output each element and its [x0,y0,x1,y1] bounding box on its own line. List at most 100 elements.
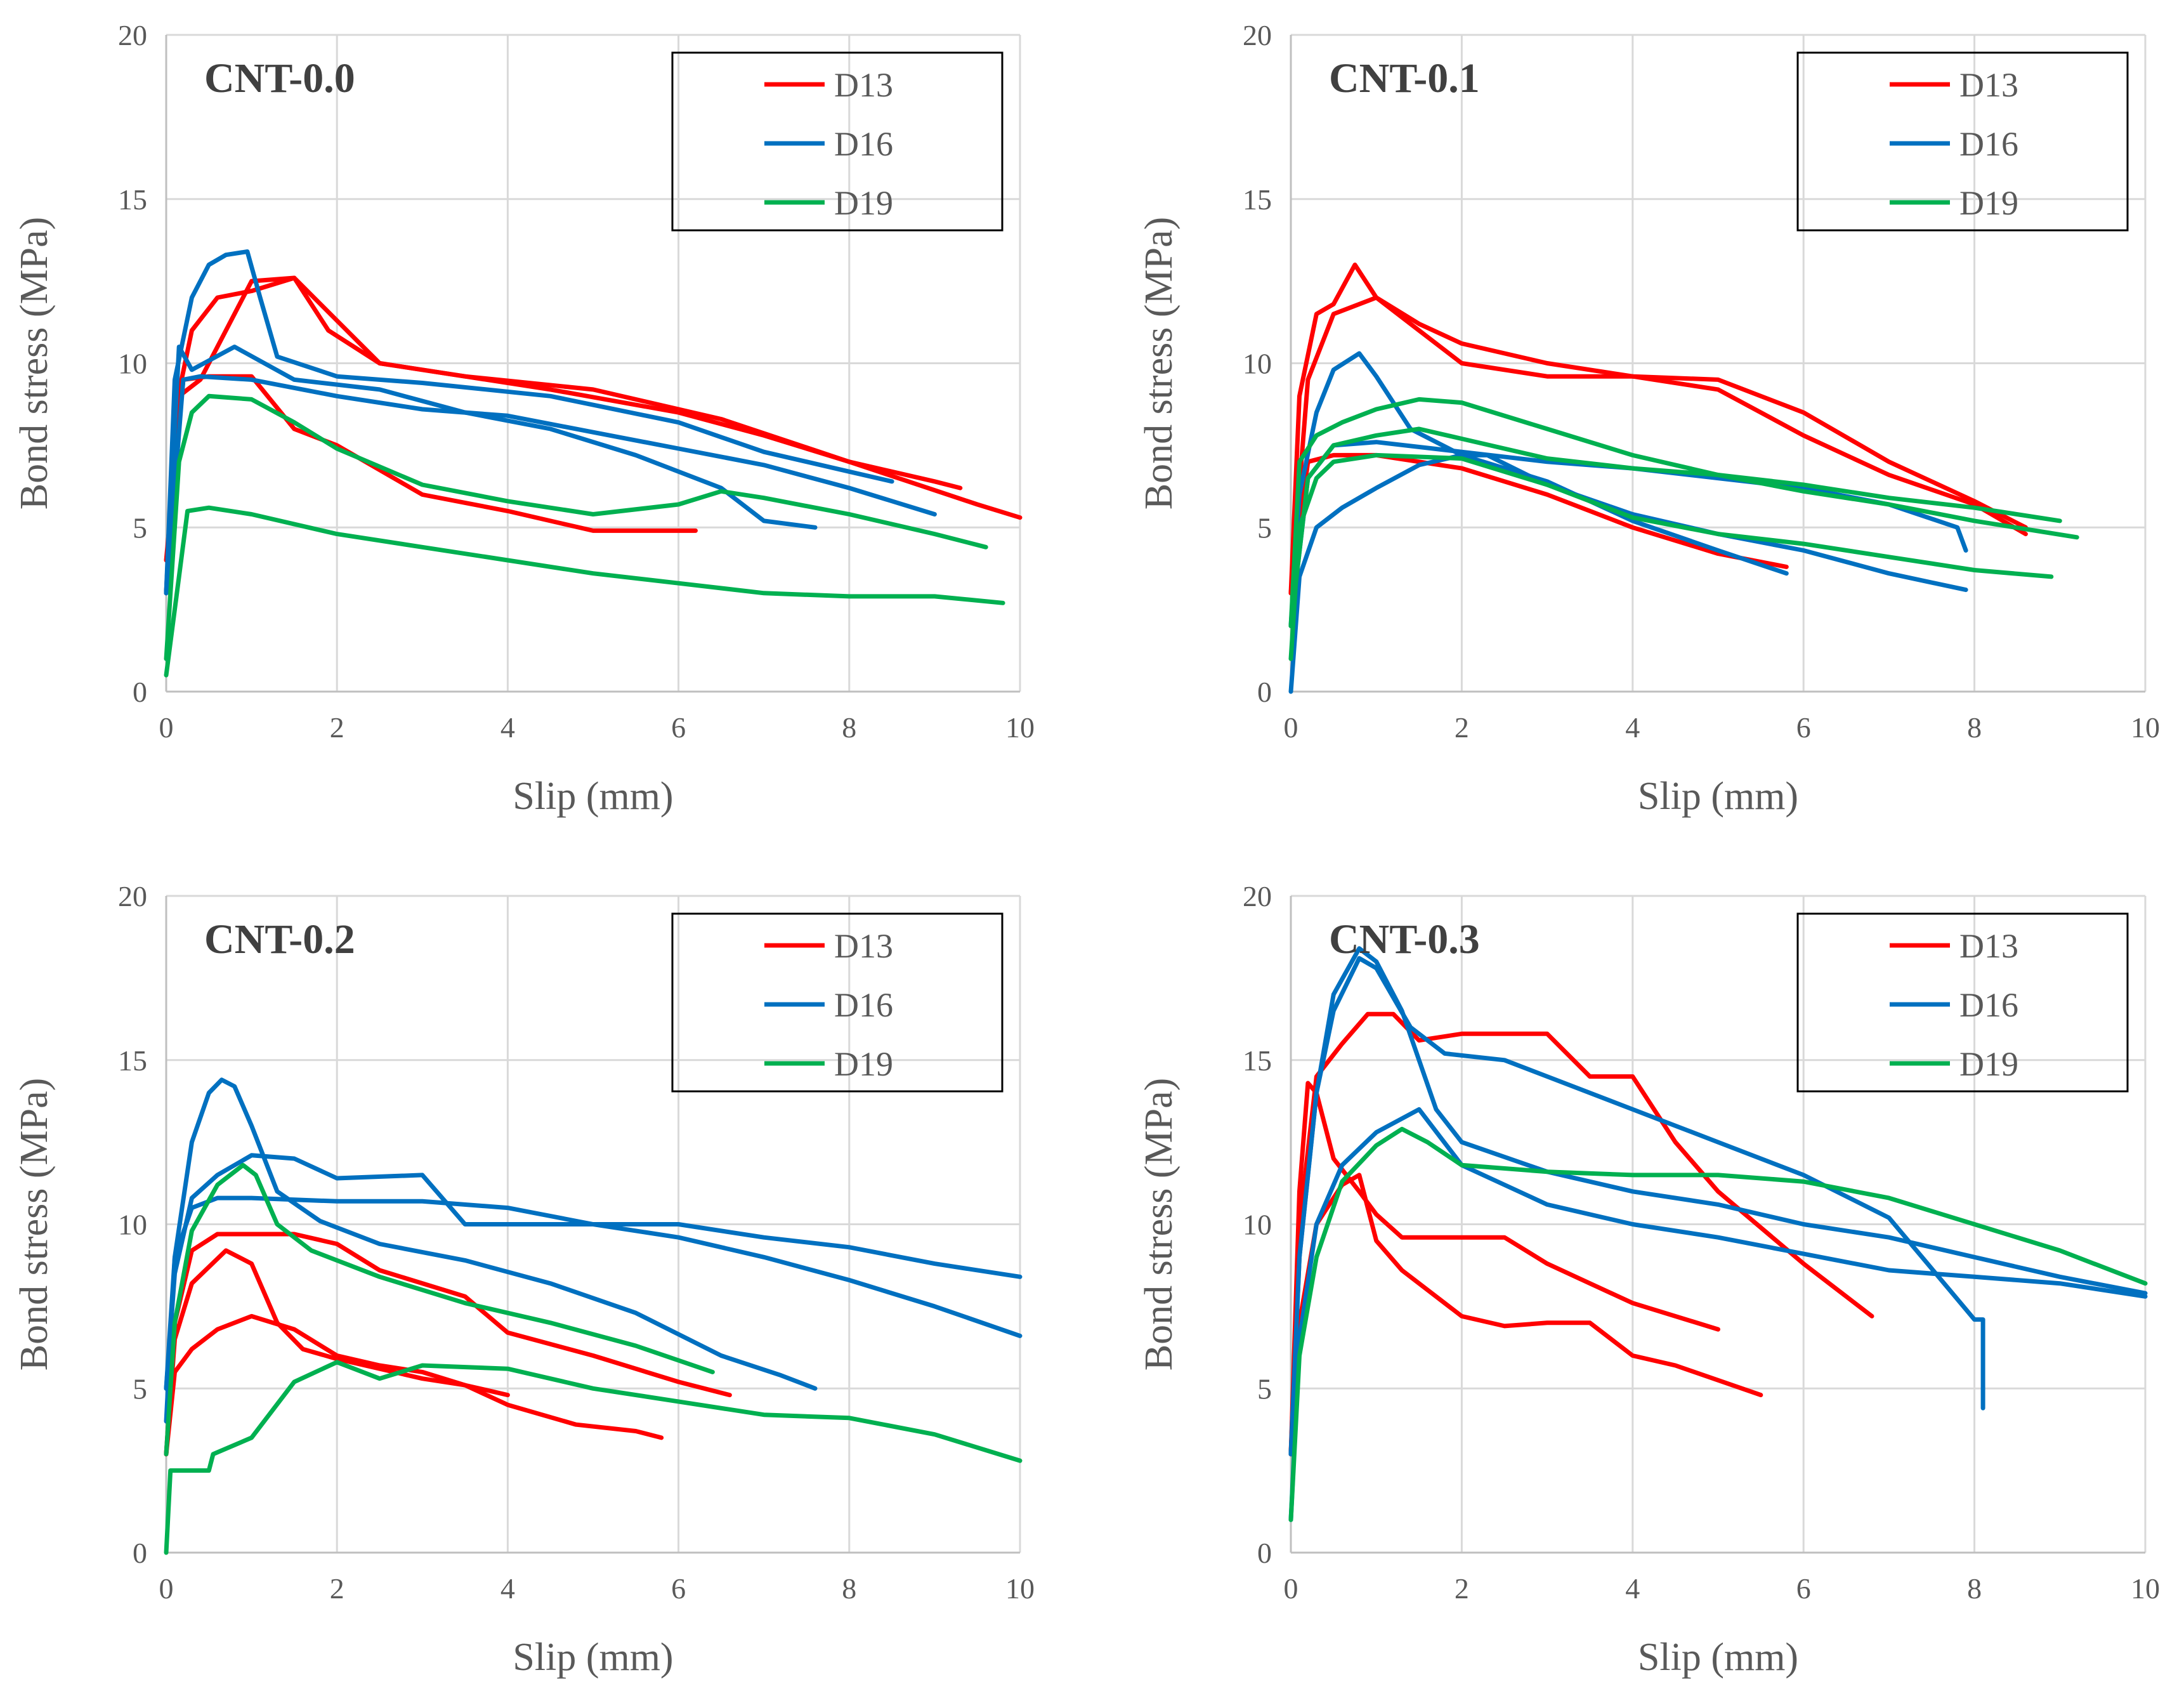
series-d13-line [164,275,963,596]
x-tick-label: 10 [2131,1572,2160,1605]
legend: D13 D16 D19 [671,912,1004,1093]
y-tick-label: 10 [1243,1209,1272,1241]
y-tick-label: 15 [118,183,147,216]
legend-label-d19: D19 [834,1045,893,1083]
legend-label-d19: D19 [1959,1045,2018,1083]
y-tick-label: 5 [133,511,147,544]
y-tick-label: 0 [1257,1537,1272,1569]
series-d16-line [164,249,894,596]
x-tick-label: 8 [842,711,856,744]
y-tick-label: 10 [118,348,147,380]
x-axis-label: Slip (mm) [1638,775,1798,818]
series-d16-line [164,1153,1023,1391]
series-d13-line [1288,295,2028,596]
legend-box [671,51,1004,232]
series-d13-line [1288,262,2028,596]
series-d13-line [164,1232,732,1457]
panel-title: CNT-0.2 [204,916,355,963]
x-tick-label: 8 [1967,1572,1982,1605]
x-axis-label: Slip (mm) [513,1636,673,1679]
y-tick-label: 20 [1243,880,1272,912]
x-tick-label: 10 [1005,711,1035,744]
series-d16-line [1288,452,1968,694]
x-tick-label: 2 [1455,711,1469,744]
legend-label-d13: D13 [834,927,893,965]
series-d13-line [1288,1081,1720,1457]
y-tick-label: 5 [133,1372,147,1405]
x-tick-label: 4 [1625,1572,1640,1605]
y-axis-label: Bond stress (MPa) [1137,217,1180,510]
series-d19-line [164,1360,1023,1555]
x-axis-label: Slip (mm) [1638,1636,1798,1679]
y-tick-label: 0 [133,676,147,708]
x-axis-label: Slip (mm) [513,775,673,818]
series-d19-line [1288,397,2079,628]
series-d19-line [1288,426,2062,628]
x-tick-label: 2 [1455,1572,1469,1605]
y-tick-label: 20 [118,880,147,912]
y-axis-label: Bond stress (MPa) [1137,1078,1180,1371]
panel-title: CNT-0.0 [204,55,355,102]
x-tick-label: 10 [1005,1572,1035,1605]
series-d19-line [164,1162,715,1457]
y-axis-label: Bond stress (MPa) [13,1078,56,1371]
series-d16-line [1288,956,1985,1457]
series-d16-line [1288,1107,2148,1522]
legend-label-d16: D16 [1959,125,2018,163]
y-tick-label: 20 [1243,19,1272,51]
series-d13-line [164,275,1023,596]
legend-label-d19: D19 [834,184,893,222]
y-tick-label: 15 [1243,1044,1272,1077]
y-tick-label: 10 [1243,348,1272,380]
panel-title: CNT-0.1 [1329,55,1480,102]
x-tick-label: 6 [1796,711,1811,744]
legend-label-d13: D13 [1959,66,2018,104]
x-tick-label: 4 [500,711,515,744]
x-tick-label: 2 [330,711,344,744]
legend-box [671,912,1004,1093]
y-tick-label: 10 [118,1209,147,1241]
series-d13-line [164,1248,664,1457]
series-d19-line [164,393,988,661]
chart-panel-cnt-0-1: 0 2 4 6 8 10 0 5 10 15 20 Slip (mm) Bond stress (MPa… [1137,19,2160,818]
series-d16-line [164,1195,1023,1391]
series-d16-line [164,1077,818,1424]
y-tick-label: 0 [133,1537,147,1569]
legend-box [1796,51,2129,232]
series-d13-line [164,1313,510,1457]
y-axis-label: Bond stress (MPa) [13,217,56,510]
x-tick-label: 10 [2131,711,2160,744]
legend-label-d16: D16 [1959,986,2018,1024]
y-tick-label: 5 [1257,1372,1272,1405]
x-tick-label: 6 [1796,1572,1811,1605]
y-tick-label: 20 [118,19,147,51]
series-d16-line [164,374,937,596]
series-d19-line [1288,1126,2148,1522]
legend-label-d19: D19 [1959,184,2018,222]
legend-label-d13: D13 [1959,927,2018,965]
legend-label-d16: D16 [834,986,893,1024]
panel-title: CNT-0.3 [1329,916,1480,963]
y-tick-label: 15 [118,1044,147,1077]
x-tick-label: 6 [671,711,686,744]
y-tick-label: 5 [1257,511,1272,544]
legend-box [1796,912,2129,1093]
legend: D13 D16 D19 [1796,912,2129,1093]
x-tick-label: 6 [671,1572,686,1605]
y-tick-label: 0 [1257,676,1272,708]
series-d16-line [1288,946,2148,1457]
x-tick-label: 4 [500,1572,515,1605]
legend-label-d13: D13 [834,66,893,104]
chart-panel-cnt-0-0: 0 2 4 6 8 10 0 5 10 15 20 Slip (mm) Bond stress (MPa… [13,19,1035,818]
x-tick-label: 0 [1284,711,1298,744]
chart-panel-cnt-0-2: 0 2 4 6 8 10 0 5 10 15 20 Slip (mm) Bond stress (MPa… [13,880,1035,1679]
series-d13-line [1288,1173,1763,1457]
x-tick-label: 0 [159,1572,174,1605]
series-d19-line [1288,452,2054,661]
chart-panel-cnt-0-3: 0 2 4 6 8 10 0 5 10 15 20 Slip (mm) Bond stress (MPa… [1137,880,2160,1679]
x-tick-label: 0 [159,711,174,744]
x-tick-label: 8 [1967,711,1982,744]
series-d19-line [164,505,1005,678]
x-tick-label: 0 [1284,1572,1298,1605]
